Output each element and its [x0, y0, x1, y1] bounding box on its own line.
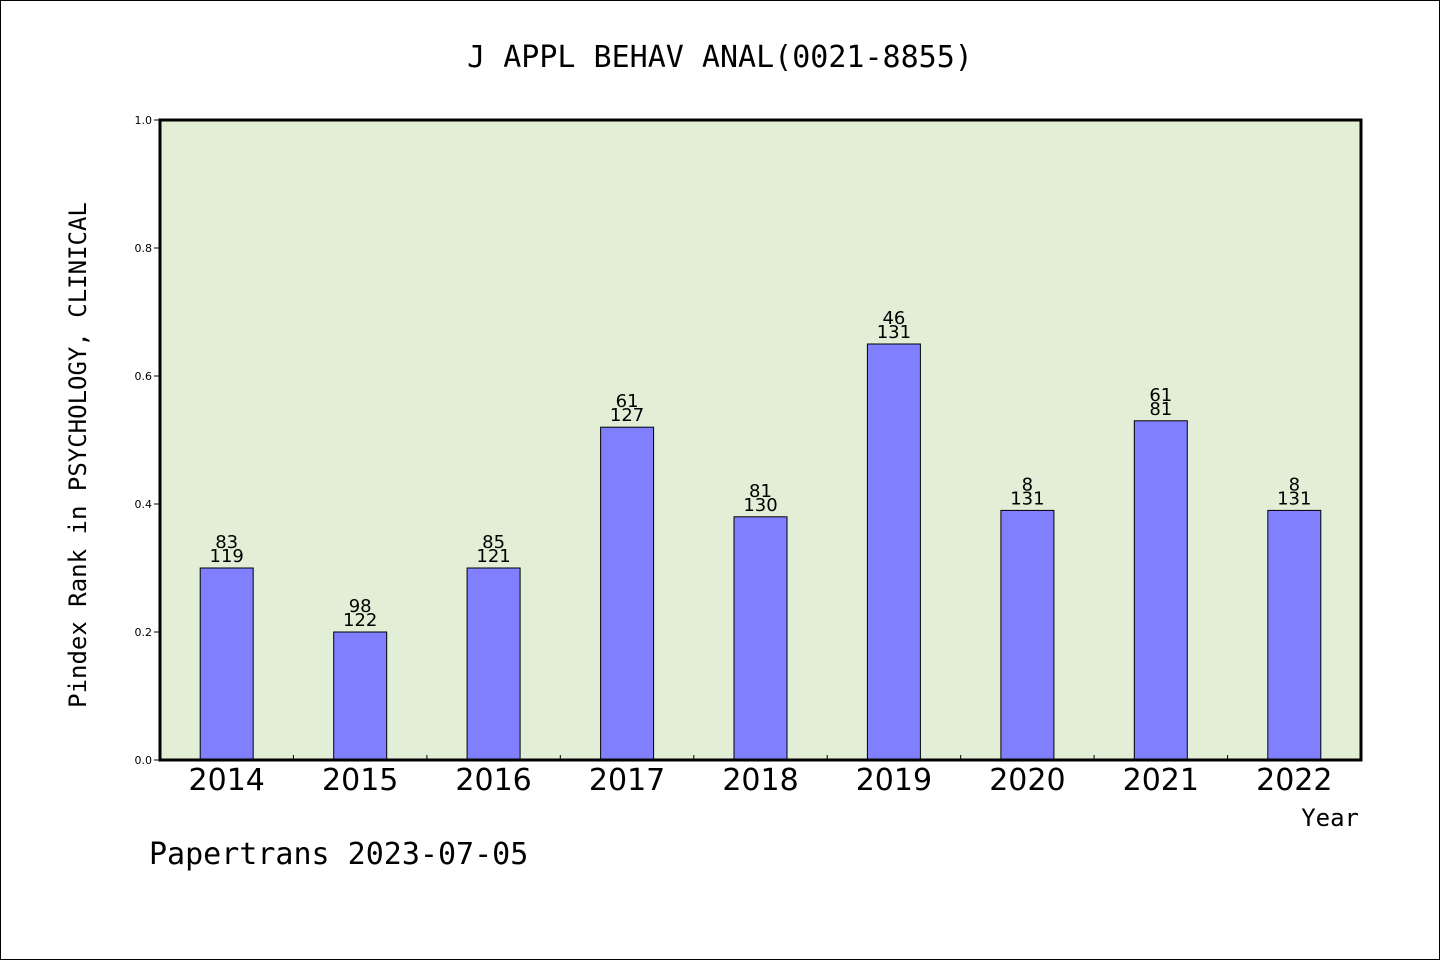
bar-2019 — [866, 343, 921, 761]
y-tick-label: 0.8 — [135, 242, 153, 255]
y-tick-label: 0.6 — [135, 370, 153, 383]
bar-2022 — [1267, 509, 1322, 761]
bar-rank-label: 85 — [482, 532, 505, 553]
bar-rank-label: 8 — [1289, 474, 1300, 495]
bar-total-label: 122 — [343, 610, 377, 631]
x-axis-label: Year — [1301, 804, 1359, 832]
x-axis-ticks: 2014 2015 2016 2017 2018 2019 2020 2021 2022 — [189, 755, 1332, 798]
plot-border — [158, 118, 1363, 762]
bar-2020 — [1000, 509, 1055, 761]
bar-total-label: 127 — [610, 405, 644, 426]
bar-rank-label: 61 — [616, 391, 639, 412]
y-tick-label: 0.0 — [135, 754, 153, 767]
x-tick-label: 2022 — [1256, 763, 1332, 798]
bar-2015 — [333, 631, 388, 761]
bar-total-label: 131 — [877, 322, 911, 343]
bar-rank-label: 8 — [1022, 474, 1033, 495]
bar-rank-label: 98 — [349, 596, 372, 617]
bar-rank-label: 46 — [882, 308, 905, 329]
bar-total-label: 131 — [1277, 488, 1311, 509]
x-tick-label: 2014 — [189, 763, 265, 798]
y-axis-label: Pindex Rank in PSYCHOLOGY, CLINICAL — [64, 202, 92, 708]
y-tick-label: 1.0 — [135, 114, 153, 127]
footer-credit: Papertrans 2023-07-05 — [149, 837, 528, 872]
bar-total-label: 131 — [1010, 488, 1044, 509]
y-tick-label: 0.4 — [135, 498, 153, 511]
bar-2016 — [466, 567, 521, 761]
bar-2018 — [733, 516, 788, 761]
x-tick-label: 2020 — [989, 763, 1065, 798]
bar-2014 — [199, 567, 254, 761]
bar-total-label: 119 — [210, 546, 244, 567]
bar-total-label: 81 — [1149, 399, 1172, 420]
x-tick-label: 2021 — [1123, 763, 1199, 798]
x-tick-label: 2019 — [856, 763, 932, 798]
bar-total-label: 130 — [743, 495, 777, 516]
x-tick-label: 2018 — [722, 763, 798, 798]
bar-2021 — [1133, 420, 1188, 761]
x-tick-label: 2016 — [455, 763, 531, 798]
bar-rank-label: 81 — [749, 481, 772, 502]
bar-labels-layer: 8311998122851216112781130461318131618181… — [210, 308, 1312, 631]
x-tick-label: 2015 — [322, 763, 398, 798]
x-tick-label: 2017 — [589, 763, 665, 798]
bar-rank-label: 83 — [215, 532, 238, 553]
bar-total-label: 121 — [476, 546, 510, 567]
bar-rank-label: 61 — [1149, 385, 1172, 406]
chart-title: J APPL BEHAV ANAL(0021-8855) — [467, 40, 973, 75]
y-axis-ticks: 0.0 0.2 0.4 0.6 0.8 1.0 — [135, 114, 160, 767]
y-tick-label: 0.2 — [135, 626, 153, 639]
bar-2017 — [600, 426, 655, 761]
bars-layer — [199, 343, 1322, 761]
